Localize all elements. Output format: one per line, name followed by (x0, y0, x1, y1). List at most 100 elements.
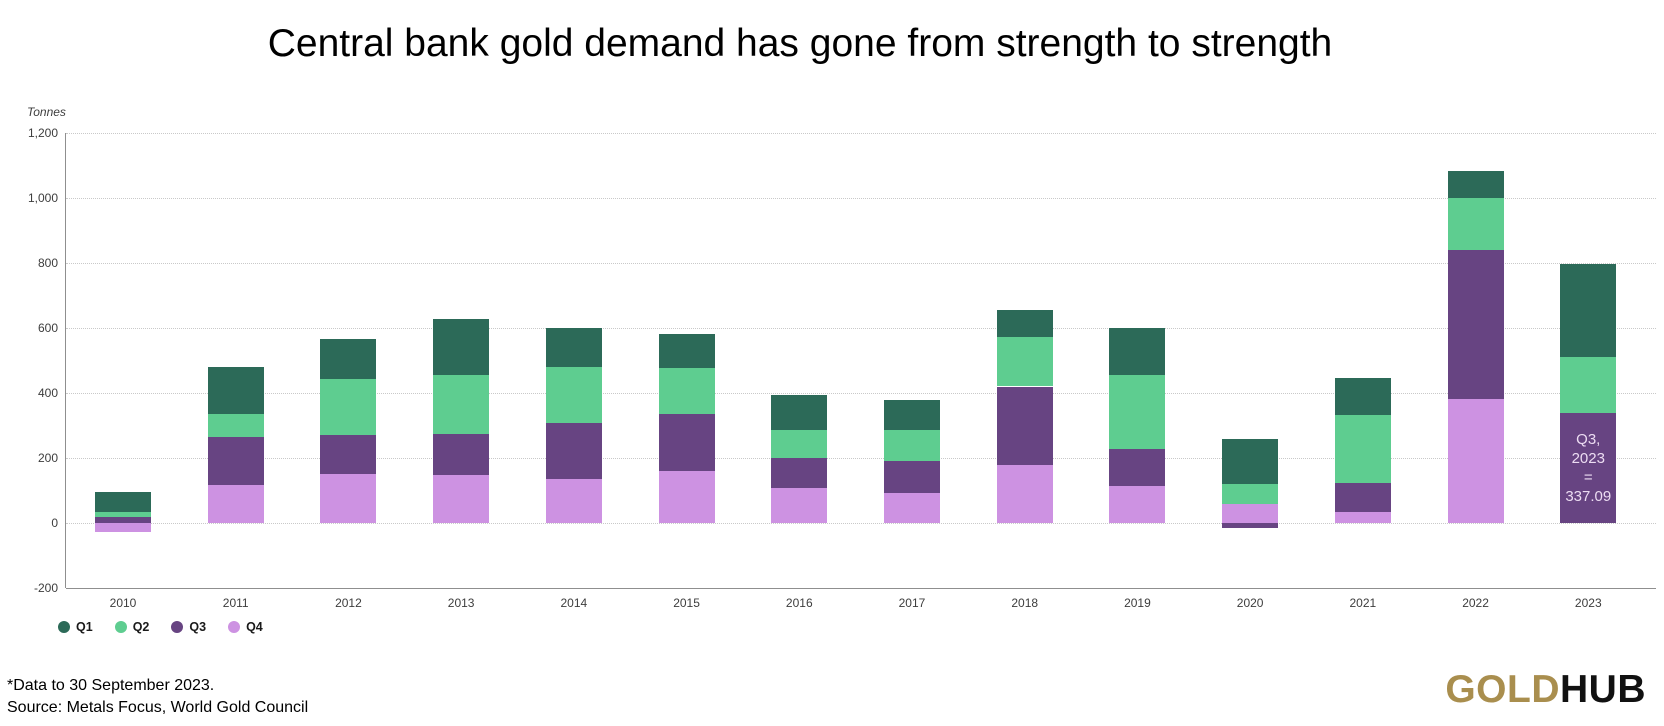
x-tick-label-2018: 2018 (1011, 596, 1039, 610)
x-tick-label-2020: 2020 (1236, 596, 1264, 610)
bar-segment-2020-q3[interactable] (1222, 523, 1279, 528)
bar-segment-2021-q3[interactable] (1334, 483, 1391, 512)
goldhub-logo-hub: HUB (1560, 668, 1646, 711)
bar-segment-2018-q1[interactable] (996, 309, 1053, 338)
y-tick-label-200: 200 (37, 451, 58, 465)
bar-segment-2015-q4[interactable] (658, 470, 715, 523)
x-tick-label-2021: 2021 (1349, 596, 1377, 610)
bar-segment-2020-q4[interactable] (1222, 503, 1279, 523)
y-tick-label--200: -200 (33, 581, 58, 595)
legend-item-q2[interactable]: Q2 (114, 620, 150, 634)
bar-segment-2015-q3[interactable] (658, 413, 715, 471)
gridline-0 (66, 523, 1656, 524)
legend: Q1 Q2 Q3 Q4 (58, 620, 263, 634)
legend-label-q3: Q3 (189, 620, 207, 634)
bar-segment-2023-q2[interactable] (1560, 356, 1617, 414)
footnotes: *Data to 30 September 2023. Source: Meta… (7, 675, 308, 719)
bar-segment-2014-q3[interactable] (545, 422, 602, 480)
bar-segment-2018-q3[interactable] (996, 386, 1053, 466)
goldhub-logo: GOLDHUB (1445, 668, 1646, 712)
bar-segment-2017-q1[interactable] (883, 400, 940, 431)
bar-segment-2017-q2[interactable] (883, 430, 940, 461)
legend-item-q4[interactable]: Q4 (228, 620, 263, 634)
gridline--200 (66, 588, 1656, 589)
bar-segment-2019-q4[interactable] (1109, 486, 1166, 523)
bar-segment-2023-q3[interactable]: Q3, 2023 = 337.09 (1560, 413, 1617, 523)
bar-segment-2017-q3[interactable] (883, 460, 940, 493)
legend-dot-q1-icon (58, 621, 70, 633)
bar-segment-2015-q1[interactable] (658, 333, 715, 368)
chart-title: Central bank gold demand has gone from s… (267, 22, 1333, 65)
bar-segment-2013-q1[interactable] (433, 318, 490, 376)
bar-segment-2016-q3[interactable] (771, 458, 828, 488)
bar-segment-2012-q2[interactable] (320, 379, 377, 436)
x-tick-label-2011: 2011 (222, 596, 249, 610)
gridline-1200 (66, 133, 1656, 134)
bar-segment-2019-q1[interactable] (1109, 328, 1166, 376)
bar-segment-2017-q4[interactable] (883, 492, 940, 523)
gridline-200 (66, 458, 1656, 459)
legend-label-q2: Q2 (132, 620, 150, 634)
bar-value-annotation: Q3, 2023 = 337.09 (1565, 431, 1612, 506)
bar-segment-2020-q2[interactable] (1222, 484, 1279, 504)
footnote-source: Source: Metals Focus, World Gold Council (7, 699, 309, 716)
bar-segment-2016-q1[interactable] (771, 395, 828, 431)
gridline-600 (66, 328, 1656, 329)
bar-segment-2011-q4[interactable] (207, 485, 264, 523)
bar-segment-2013-q4[interactable] (433, 474, 490, 523)
x-tick-label-2017: 2017 (898, 596, 926, 610)
legend-label-q1: Q1 (76, 620, 93, 634)
gridline-1000 (66, 198, 1656, 199)
bar-segment-2015-q2[interactable] (658, 367, 715, 414)
bar-segment-2011-q1[interactable] (207, 367, 264, 415)
plot-area: -200 0 200 400 600 800 1,000 1,200 2010 2011 2012 2… (28, 126, 1656, 610)
gridline-400 (66, 393, 1656, 394)
x-tick-label-2022: 2022 (1462, 596, 1489, 610)
bar-segment-2022-q1[interactable] (1447, 171, 1504, 198)
y-tick-label-0: 0 (51, 516, 58, 530)
bar-segment-2021-q4[interactable] (1334, 511, 1391, 523)
bar-segment-2018-q4[interactable] (996, 465, 1053, 523)
x-tick-label-2015: 2015 (673, 596, 700, 610)
bar-segment-2010-q2[interactable] (95, 511, 151, 517)
bar-segment-2022-q4[interactable] (1447, 398, 1504, 523)
bar-segment-2023-q1[interactable] (1560, 264, 1617, 357)
bar-segment-2016-q4[interactable] (771, 487, 828, 523)
x-tick-label-2016: 2016 (785, 596, 813, 610)
bar-segment-2012-q4[interactable] (320, 473, 377, 523)
bar-segment-2010-q3[interactable] (95, 516, 151, 523)
legend-item-q1[interactable]: Q1 (58, 620, 93, 634)
bar-segment-2010-q4[interactable] (95, 523, 151, 532)
bar-segment-2022-q3[interactable] (1447, 249, 1504, 399)
bar-segment-2011-q2[interactable] (207, 414, 264, 437)
y-axis-unit-label: Tonnes (27, 105, 66, 119)
y-tick-label-600: 600 (37, 321, 58, 335)
x-tick-label-2010: 2010 (109, 596, 137, 610)
legend-dot-q2-icon (114, 621, 127, 633)
y-tick-label-1200: 1,200 (27, 126, 58, 140)
bar-segment-2014-q4[interactable] (545, 479, 602, 523)
bar-segment-2012-q3[interactable] (320, 435, 377, 474)
legend-item-q3[interactable]: Q3 (171, 620, 206, 634)
bar-segment-2019-q3[interactable] (1109, 449, 1166, 487)
bar-segment-2014-q2[interactable] (545, 367, 602, 423)
bar-segment-2022-q2[interactable] (1447, 198, 1504, 250)
legend-dot-q3-icon (171, 621, 184, 633)
bar-segment-2012-q1[interactable] (320, 338, 377, 380)
y-tick-label-800: 800 (37, 256, 58, 270)
bar-segment-2018-q2[interactable] (996, 337, 1053, 387)
bar-segment-2020-q1[interactable] (1222, 438, 1279, 484)
bar-segment-2010-q1[interactable] (95, 492, 151, 512)
bar-segment-2019-q2[interactable] (1109, 375, 1166, 450)
bar-segment-2021-q1[interactable] (1334, 377, 1391, 416)
x-tick-label-2012: 2012 (335, 596, 362, 610)
bar-segment-2013-q3[interactable] (433, 433, 490, 475)
legend-dot-q4-icon (228, 621, 241, 633)
bar-segment-2011-q3[interactable] (207, 436, 264, 486)
bar-segment-2021-q2[interactable] (1334, 415, 1391, 484)
bar-segment-2014-q1[interactable] (545, 328, 602, 368)
bar-segment-2013-q2[interactable] (433, 375, 490, 434)
gridline-800 (66, 263, 1656, 264)
bar-segment-2016-q2[interactable] (771, 430, 828, 458)
